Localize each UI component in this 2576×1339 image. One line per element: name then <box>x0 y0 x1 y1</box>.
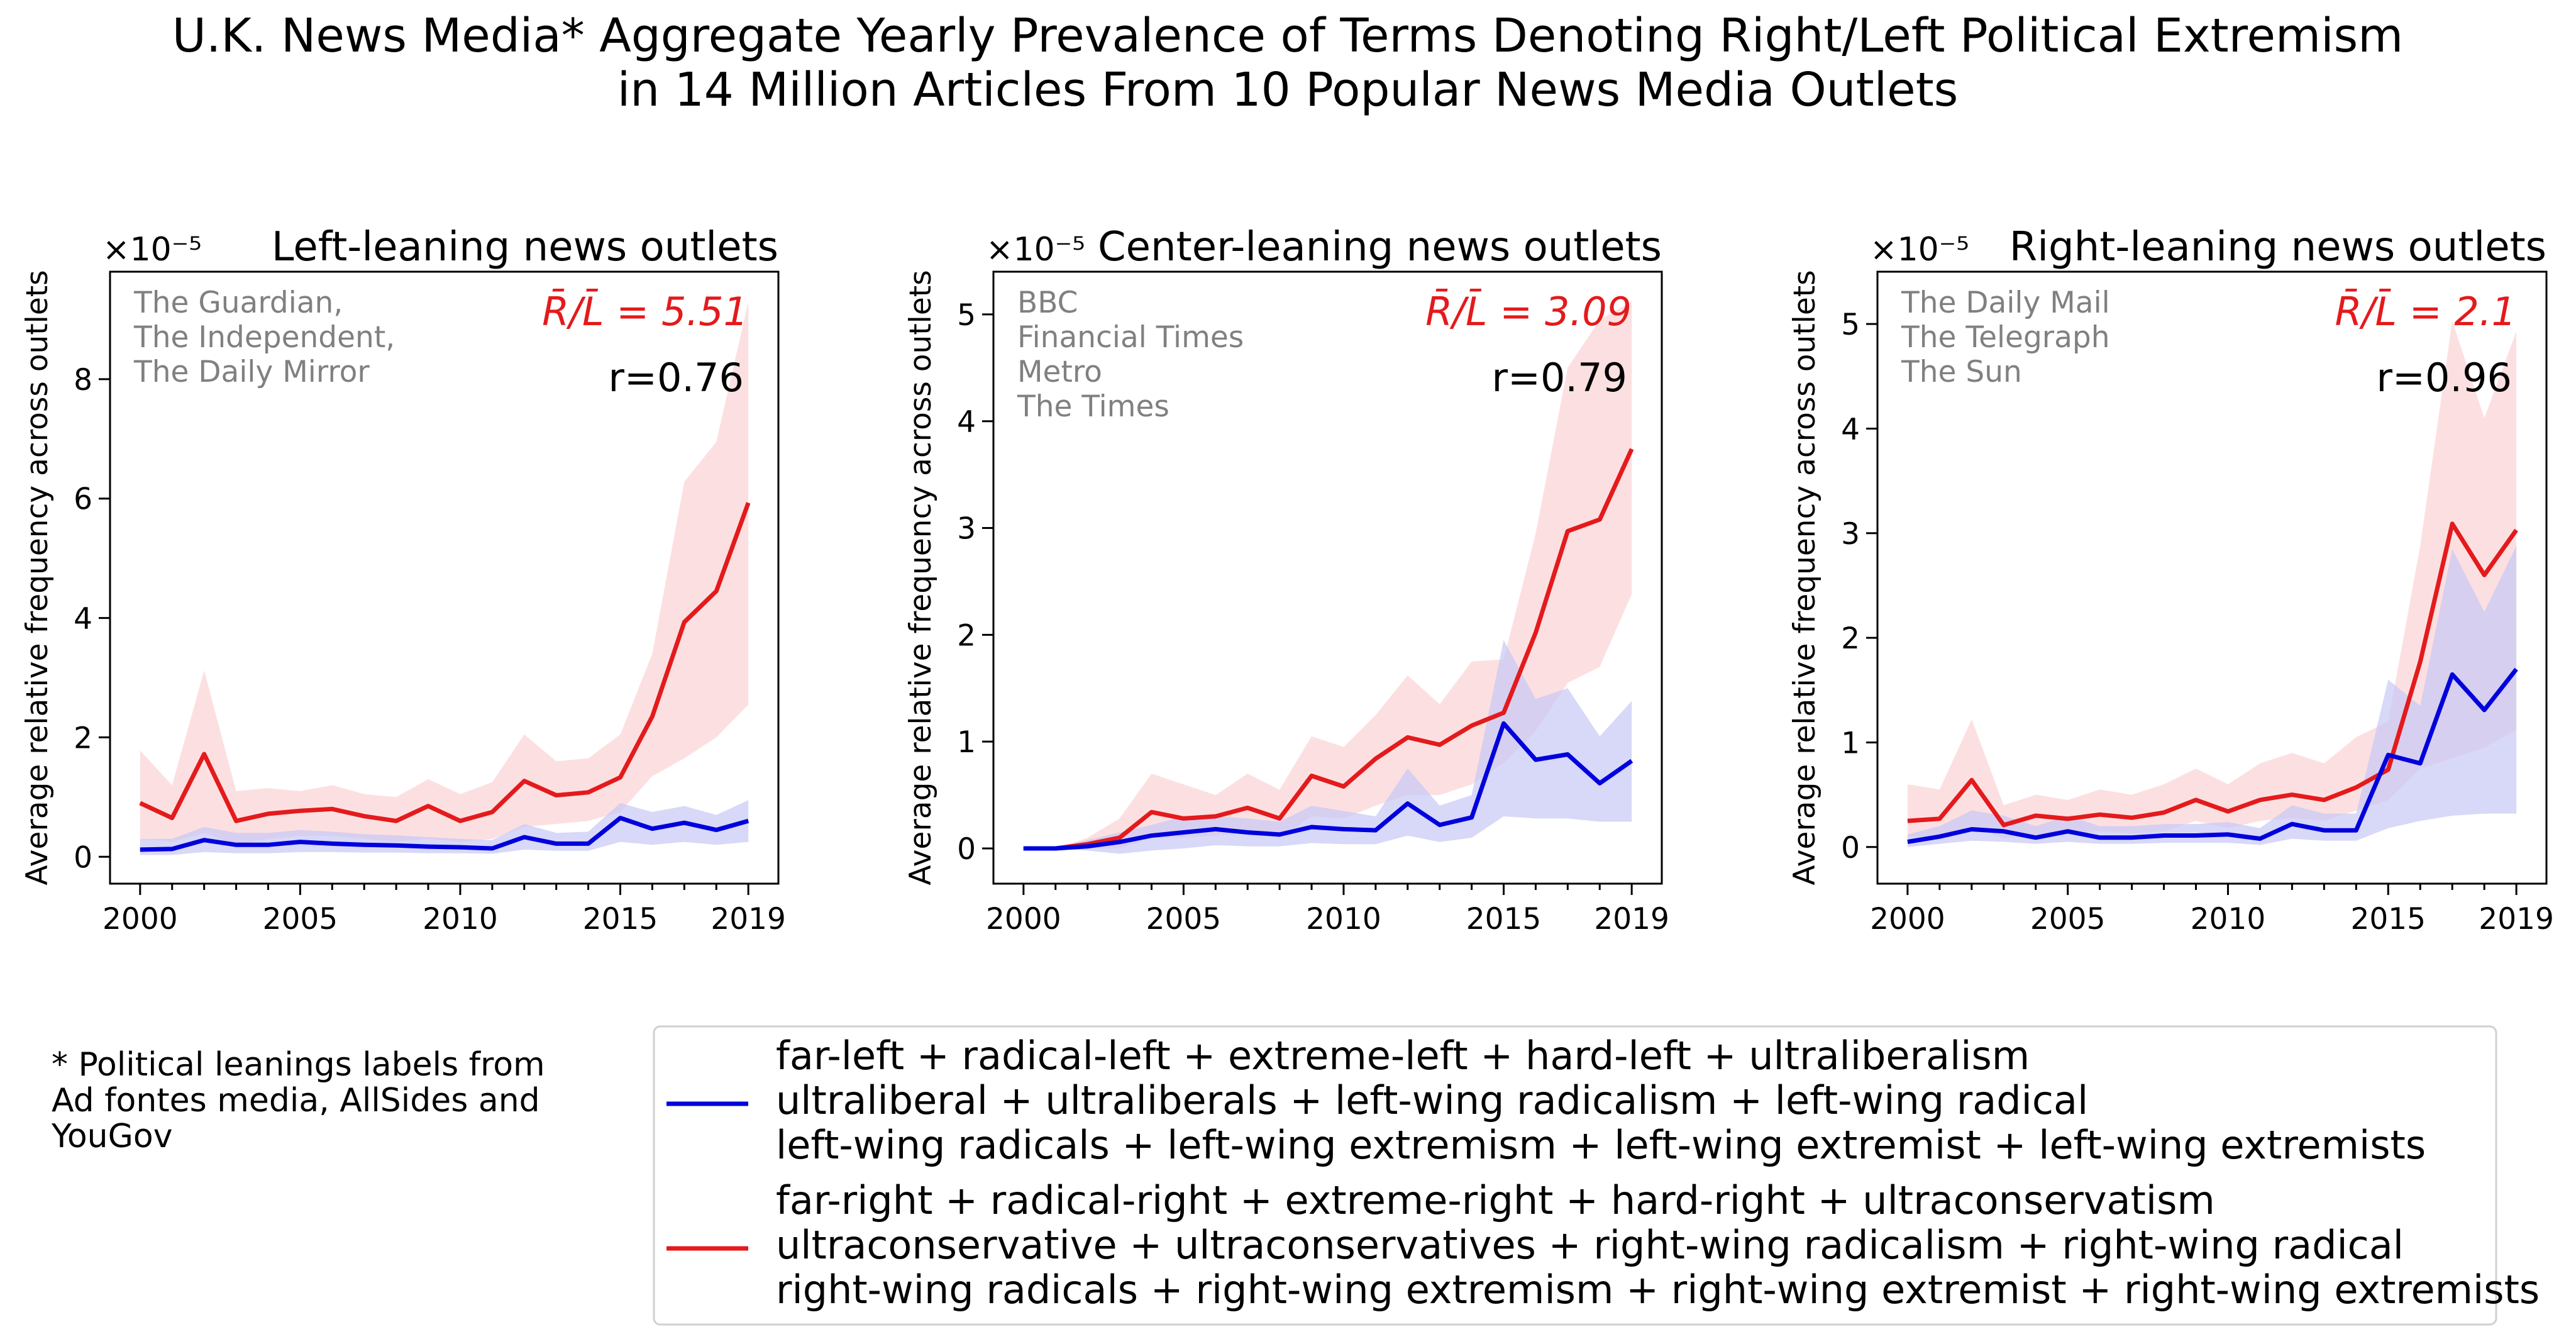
ratio-annotation: R̄/L̄ = 3.09 <box>1425 289 1632 335</box>
chart-panel-3: 2000 2005 2010 2015 2019 0 1 2 3 4 5 Average relati… <box>1788 224 2554 936</box>
x-tick-label: 2019 <box>710 902 786 936</box>
axes-frame <box>109 270 780 885</box>
series-line-left <box>140 816 749 852</box>
legend-right-line-3: right-wing radicals + right-wing extremi… <box>776 1267 2540 1313</box>
outlet-label: The Daily Mail <box>1901 286 2110 320</box>
x-tick-label: 2010 <box>2191 902 2266 936</box>
correlation-annotation: r=0.76 <box>609 355 744 401</box>
y-tick-label: 4 <box>74 602 92 636</box>
y-tick-label: 2 <box>1841 621 1860 656</box>
x-tick-label: 2010 <box>1306 902 1381 936</box>
series-line-left <box>1907 667 2518 844</box>
figure-title-line-2: in 14 Million Articles From 10 Popular N… <box>617 63 1959 117</box>
x-tick-label: 2015 <box>1466 902 1542 936</box>
x-tick-label: 2015 <box>2350 902 2426 936</box>
figure-title-line-1: U.K. News Media* Aggregate Yearly Preval… <box>172 9 2404 63</box>
footnote-line-3: YouGov <box>51 1118 173 1155</box>
x-tick-label: 2005 <box>2030 902 2106 936</box>
x-tick-label: 2005 <box>1146 902 1222 936</box>
y-tick-label: 8 <box>74 363 92 397</box>
axes-frame <box>1876 270 2548 885</box>
y-tick-label: 3 <box>1841 517 1860 552</box>
y-tick-label: 0 <box>1841 831 1860 865</box>
footnote-line-2: Ad fontes media, AllSides and <box>52 1082 540 1120</box>
y-tick-label: 4 <box>957 405 976 440</box>
chart-panel-2: 2000 2005 2010 2015 2019 0 1 2 3 4 5 Average relati… <box>904 224 1669 936</box>
outlet-label: The Telegraph <box>1901 320 2110 355</box>
y-exponent-label: ×10⁻⁵ <box>1870 231 1969 269</box>
legend-right-line-2: ultraconservative + ultraconservatives +… <box>776 1222 2404 1268</box>
series-line-right <box>1023 448 1634 851</box>
y-tick-label: 2 <box>74 721 92 755</box>
y-tick-label: 3 <box>957 512 976 547</box>
footnote: * Political leanings labels from Ad font… <box>51 1046 545 1155</box>
x-tick-label: 2005 <box>263 902 338 936</box>
chart-panel-1: 2000 2005 2010 2015 2019 0 2 4 6 8 Average relativ… <box>20 224 786 936</box>
chart-title: Center-leaning news outlets <box>1098 224 1662 270</box>
outlet-label: BBC <box>1017 286 1078 320</box>
chart-title: Right-leaning news outlets <box>2009 224 2546 270</box>
y-tick-label: 0 <box>957 832 976 867</box>
x-tick-label: 2000 <box>1870 902 1945 936</box>
y-tick-label: 5 <box>957 298 976 333</box>
x-tick-label: 2019 <box>1594 902 1669 936</box>
outlet-label: The Sun <box>1901 355 2022 389</box>
x-tick-label: 2010 <box>423 902 498 936</box>
series-line-right <box>1907 521 2518 828</box>
x-tick-label: 2000 <box>102 902 178 936</box>
y-tick-label: 5 <box>1841 308 1860 342</box>
y-axis-label: Average relative frequency across outlet… <box>20 270 55 885</box>
y-tick-label: 4 <box>1841 412 1860 447</box>
correlation-annotation: r=0.96 <box>2377 355 2512 401</box>
ratio-annotation: R̄/L̄ = 5.51 <box>542 289 748 335</box>
legend-right-line-1: far-right + radical-right + extreme-righ… <box>776 1177 2215 1223</box>
ratio-annotation: R̄/L̄ = 2.1 <box>2335 289 2516 335</box>
x-tick-label: 2000 <box>986 902 1061 936</box>
x-tick-label: 2019 <box>2479 902 2554 936</box>
outlet-label: The Guardian, <box>133 286 343 320</box>
band-right <box>1023 301 1632 848</box>
band-left <box>1907 545 2517 847</box>
x-tick-label: 2015 <box>583 902 658 936</box>
outlet-label: The Times <box>1017 389 1169 424</box>
y-exponent-label: ×10⁻⁵ <box>102 231 202 269</box>
y-tick-label: 2 <box>957 618 976 653</box>
y-tick-label: 0 <box>74 840 92 875</box>
outlet-label: Financial Times <box>1017 320 1244 355</box>
outlet-label: Metro <box>1017 355 1102 389</box>
y-axis-label: Average relative frequency across outlet… <box>1788 270 1822 885</box>
axes-frame <box>992 270 1663 885</box>
legend-left-line-3: left-wing radicals + left-wing extremism… <box>776 1122 2426 1168</box>
chart-title: Left-leaning news outlets <box>272 224 778 270</box>
series-line-right <box>139 502 751 823</box>
outlet-label: The Independent, <box>133 320 395 355</box>
y-tick-label: 6 <box>74 482 92 517</box>
y-tick-label: 1 <box>957 725 976 760</box>
legend-frame <box>653 1025 2497 1326</box>
correlation-annotation: r=0.79 <box>1492 355 1628 401</box>
footnote-line-1: * Political leanings labels from <box>52 1046 545 1084</box>
y-tick-label: 1 <box>1841 726 1860 760</box>
y-exponent-label: ×10⁻⁵ <box>986 231 1085 269</box>
band-right <box>140 301 749 845</box>
outlet-label: The Daily Mirror <box>133 355 370 389</box>
series-line-left <box>1023 721 1633 851</box>
y-axis-label: Average relative frequency across outlet… <box>904 270 938 885</box>
legend-left-line-1: far-left + radical-left + extreme-left +… <box>776 1033 2030 1079</box>
legend: far-left + radical-left + extreme-left +… <box>653 1025 2540 1326</box>
legend-left-line-2: ultraliberal + ultraliberals + left-wing… <box>776 1077 2088 1123</box>
